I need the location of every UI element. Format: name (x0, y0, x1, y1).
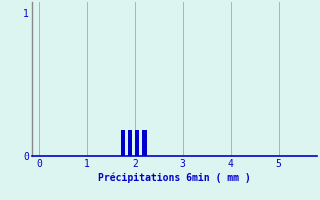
Bar (128, 130, 132, 156)
Bar (135, 130, 140, 156)
X-axis label: Précipitations 6min ( mm ): Précipitations 6min ( mm ) (98, 173, 251, 183)
Bar (142, 130, 147, 156)
Bar (121, 130, 125, 156)
